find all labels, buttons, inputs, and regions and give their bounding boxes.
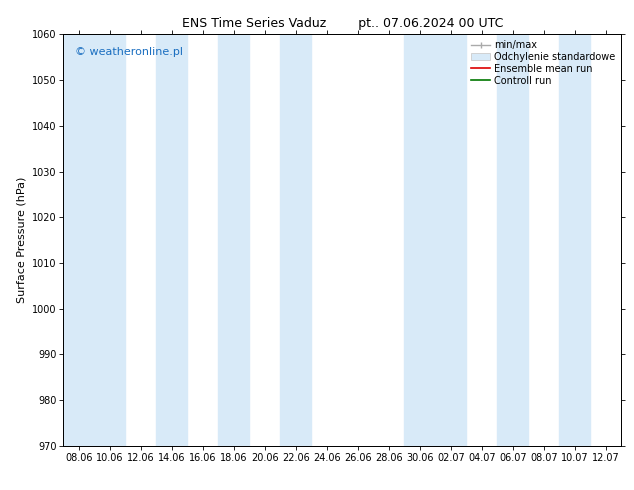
Bar: [280, 34, 311, 446]
Y-axis label: Surface Pressure (hPa): Surface Pressure (hPa): [16, 177, 26, 303]
Bar: [404, 34, 436, 446]
Bar: [157, 34, 188, 446]
Bar: [94, 34, 126, 446]
Bar: [63, 34, 94, 446]
Bar: [218, 34, 249, 446]
Bar: [559, 34, 590, 446]
Text: © weatheronline.pl: © weatheronline.pl: [75, 47, 183, 57]
Text: ENS Time Series Vaduz        pt.. 07.06.2024 00 UTC: ENS Time Series Vaduz pt.. 07.06.2024 00…: [182, 17, 503, 30]
Bar: [436, 34, 467, 446]
Bar: [497, 34, 528, 446]
Legend: min/max, Odchylenie standardowe, Ensemble mean run, Controll run: min/max, Odchylenie standardowe, Ensembl…: [468, 37, 618, 89]
